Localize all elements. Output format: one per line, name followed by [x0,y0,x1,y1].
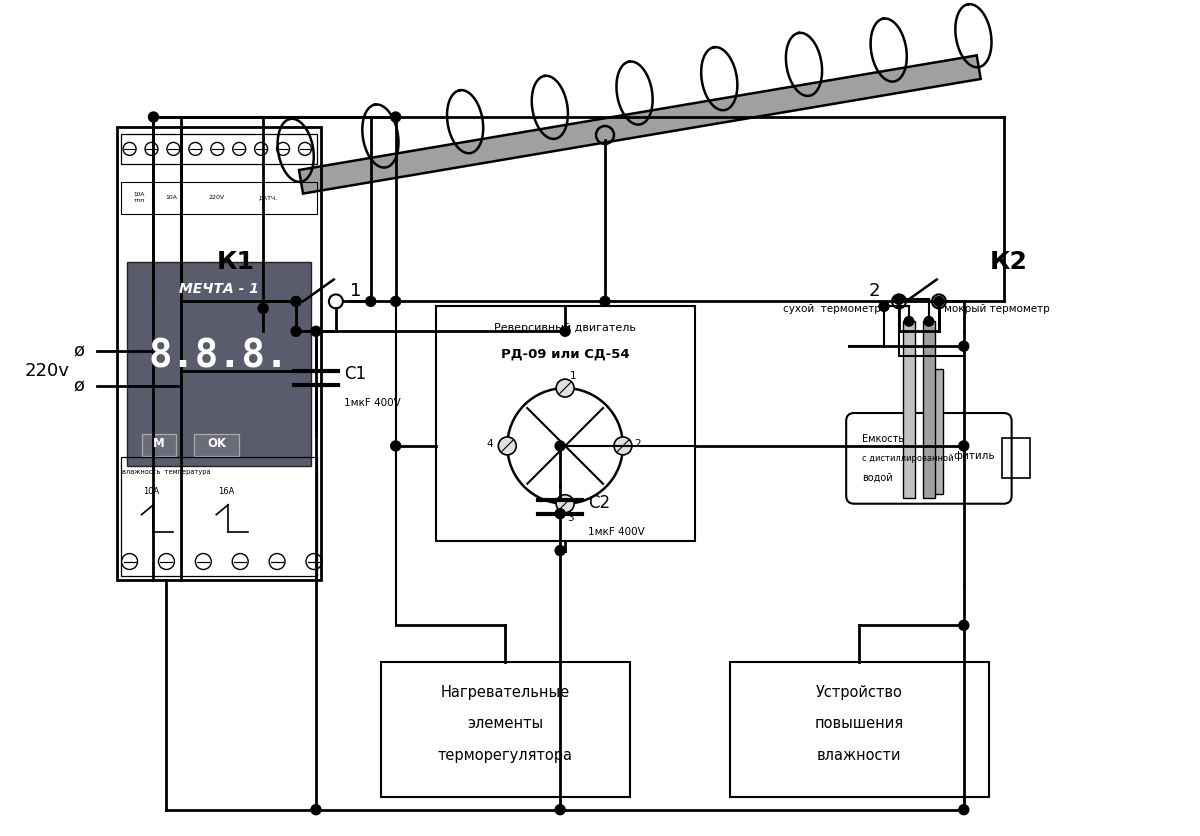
Circle shape [924,317,934,326]
Text: РД-09 или СД-54: РД-09 или СД-54 [500,348,630,360]
Circle shape [959,341,968,351]
Circle shape [556,495,574,512]
Text: M: M [154,437,164,451]
Text: Устройство: Устройство [816,685,902,700]
Text: ДАТЧ.: ДАТЧ. [258,196,277,201]
Bar [380,662,630,797]
Bar [120,134,317,164]
Circle shape [600,297,610,306]
Circle shape [904,317,913,326]
Text: водой: водой [862,473,893,483]
Text: ø: ø [73,377,84,395]
Bar [116,127,320,580]
Circle shape [498,437,516,455]
Circle shape [959,441,968,451]
Circle shape [366,297,376,306]
Circle shape [176,297,186,306]
Circle shape [176,381,186,391]
Circle shape [560,326,570,336]
Text: 1мкF 400V: 1мкF 400V [344,398,401,408]
Bar [142,434,176,456]
Circle shape [311,326,320,336]
Text: 1: 1 [570,371,576,381]
Polygon shape [299,55,980,194]
Circle shape [556,441,565,451]
Text: МЕЧТА - 1: МЕЧТА - 1 [179,283,259,297]
Circle shape [292,297,301,306]
Circle shape [556,805,565,814]
Circle shape [614,437,632,455]
Bar [194,434,239,456]
Text: с дистиллированной: с дистиллированной [862,454,954,463]
Circle shape [556,508,565,518]
Circle shape [391,297,401,306]
Text: 2: 2 [635,439,641,449]
Text: К2: К2 [990,249,1027,273]
Circle shape [880,302,889,311]
Circle shape [292,326,301,336]
Bar [436,306,695,541]
Circle shape [934,297,944,306]
Text: C2: C2 [588,494,610,512]
Text: Емкость: Емкость [862,434,905,444]
Circle shape [258,303,268,314]
Circle shape [959,805,968,814]
Text: мокрый термометр: мокрый термометр [944,304,1050,314]
Text: К1: К1 [217,249,256,273]
Circle shape [176,366,186,376]
Text: 220v: 220v [25,362,70,380]
Text: 10А: 10А [143,487,160,497]
Circle shape [959,620,968,630]
Text: влажности: влажности [817,748,901,763]
Text: 3: 3 [566,512,574,522]
Text: сухой  термометр: сухой термометр [784,304,881,314]
Bar [902,321,914,497]
Text: элементы: элементы [467,716,544,732]
Circle shape [894,294,904,304]
Text: фитиль: фитиль [954,451,996,461]
Text: Реверсивный двигатель: Реверсивный двигатель [494,324,636,334]
Circle shape [149,112,158,122]
Text: 16А: 16А [218,487,234,497]
Circle shape [391,441,401,451]
Text: влажность  температура: влажность температура [122,469,211,475]
Bar [929,370,943,494]
Bar [120,181,317,214]
Text: повышения: повышения [815,716,904,732]
Bar [730,662,989,797]
Text: 4: 4 [486,439,493,449]
Bar [923,321,935,497]
Bar [126,262,311,466]
Text: 2: 2 [869,283,880,300]
Text: 220V: 220V [209,196,224,201]
Text: ø: ø [73,342,84,360]
Circle shape [556,380,574,397]
Bar [1002,438,1030,478]
Text: 10A: 10A [166,196,178,201]
Bar [120,456,317,577]
Text: Нагревательные: Нагревательные [440,685,570,700]
Circle shape [556,546,565,556]
Text: 8.8.8.: 8.8.8. [149,337,289,375]
Circle shape [149,297,158,306]
Circle shape [149,346,158,356]
Text: OK: OK [208,437,227,451]
Text: 10A
тпп: 10A тпп [134,192,145,203]
Text: 1: 1 [350,283,361,300]
Circle shape [311,805,320,814]
Circle shape [391,112,401,122]
Text: 1мкF 400V: 1мкF 400V [588,527,644,537]
Text: терморегулятора: терморегулятора [438,748,572,763]
Text: C1: C1 [344,365,366,383]
